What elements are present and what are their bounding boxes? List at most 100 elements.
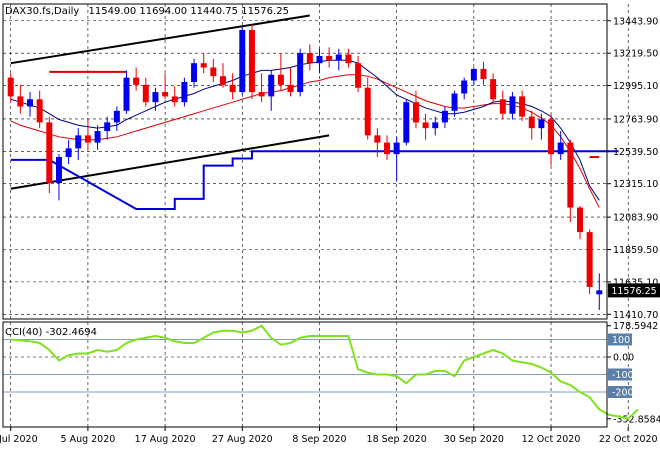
candle-body (393, 142, 400, 155)
candle-body (355, 63, 362, 88)
cci-level-box (608, 368, 632, 381)
candle-body (316, 55, 323, 64)
candle-body (326, 55, 333, 61)
candle-body (268, 74, 275, 97)
chart-title: DAX30.fs,Daily 11549.00 11694.00 11440.7… (5, 6, 289, 17)
candle-body (171, 96, 178, 103)
price-pane: 13443.90 13219.50 12995.10 12763.90 12539.50… (3, 4, 660, 321)
y-tick-label: 12995.10 (613, 81, 658, 92)
candle-body (7, 77, 14, 97)
y-tick-label: 11859.50 (613, 245, 658, 256)
cci-tick-label: 0.00 (613, 353, 634, 364)
x-tick-label: 24 Jul 2020 (0, 434, 38, 445)
y-tick-label: 12539.50 (613, 147, 658, 158)
candle-body (162, 92, 169, 97)
candle-body (297, 53, 304, 93)
candle-body (287, 84, 294, 93)
candle-body (219, 76, 226, 85)
cci-tick-label: 178.5942 (613, 321, 658, 332)
candle-body (65, 148, 72, 158)
candle-body (345, 54, 352, 64)
candle-body (306, 53, 313, 64)
candle-body (239, 29, 246, 93)
x-tick-label: 22 Oct 2020 (599, 434, 658, 445)
candle-body (441, 110, 448, 123)
candle-body (36, 99, 43, 123)
x-tick-label: 17 Aug 2020 (135, 434, 196, 445)
cci-level-box (608, 333, 632, 346)
candle-body (538, 119, 545, 129)
candle-body (461, 80, 468, 94)
candle-body (557, 142, 564, 155)
candle-body (229, 84, 236, 93)
candle-body (113, 110, 120, 123)
cci-level-label: -100 (612, 370, 634, 381)
cci-level-label: -200 (612, 388, 634, 399)
candle-body (152, 92, 159, 103)
candle-body (84, 135, 91, 143)
cci-pane-frame (2, 321, 608, 428)
candle-body (248, 29, 255, 93)
x-tick-label: 8 Sep 2020 (292, 434, 346, 445)
x-axis: 24 Jul 2020 5 Aug 2020 17 Aug 2020 27 Aug 2… (0, 427, 658, 445)
current-price-box (608, 283, 660, 298)
y-tick-label: 11410.70 (613, 310, 658, 321)
candle-body (210, 67, 217, 77)
candle-body (384, 142, 391, 155)
candle-body (470, 68, 477, 81)
current-price-label: 11576.25 (611, 286, 656, 297)
y-tick-label: 12083.90 (613, 213, 658, 224)
candle-body (374, 135, 381, 143)
candle-body (181, 81, 188, 103)
fast-ma-line (10, 59, 600, 201)
candle-body (335, 54, 342, 61)
candle-body (596, 290, 603, 295)
candle-body (258, 92, 265, 97)
cci-line (10, 324, 639, 420)
candle-body (46, 122, 53, 184)
candle-body (490, 79, 497, 100)
candle-body (412, 102, 419, 123)
x-tick-label: 5 Aug 2020 (61, 434, 116, 445)
candle-body (123, 77, 130, 111)
candle-body (27, 99, 34, 107)
y-tick-label: 13219.50 (613, 49, 658, 60)
cci-level-label: 100 (612, 335, 630, 346)
candle-body (17, 96, 24, 107)
candle-body (432, 122, 439, 129)
y-tick-label: 13443.90 (613, 16, 658, 27)
x-tick-label: 30 Sep 2020 (444, 434, 504, 445)
candle-body (548, 119, 555, 155)
candle-body (451, 93, 458, 111)
candle-body (480, 68, 487, 80)
candle-body (567, 142, 574, 208)
cci-tick-label: -352.8584 (613, 414, 660, 425)
candle-body (403, 102, 410, 143)
y-tick-label: 12315.10 (613, 179, 658, 190)
candle-body (133, 77, 140, 85)
candle-body (55, 157, 62, 184)
candle-body (576, 207, 583, 233)
x-tick-label: 18 Sep 2020 (367, 434, 427, 445)
candle-body (104, 122, 111, 132)
candle-body (277, 74, 284, 85)
price-pane-frame (2, 3, 608, 320)
candle-body (519, 96, 526, 117)
candle-body (586, 232, 593, 287)
x-tick-label: 27 Aug 2020 (212, 434, 273, 445)
x-tick-label: 12 Oct 2020 (522, 434, 581, 445)
candle-body (191, 63, 198, 82)
trend-line (10, 134, 330, 190)
candle-body (422, 122, 429, 129)
candle-body (142, 84, 149, 103)
candle-body (509, 96, 516, 114)
cci-pane: 178.5942 100 0.00 -100 -200 -352.8584 (3, 321, 660, 427)
support-line (10, 150, 619, 210)
trend-line (10, 14, 310, 65)
y-tick-label: 11635.10 (613, 277, 658, 288)
candle-body (94, 131, 101, 143)
candle-body (528, 116, 535, 129)
candle-body (364, 87, 371, 136)
cci-level-box (608, 386, 632, 398)
